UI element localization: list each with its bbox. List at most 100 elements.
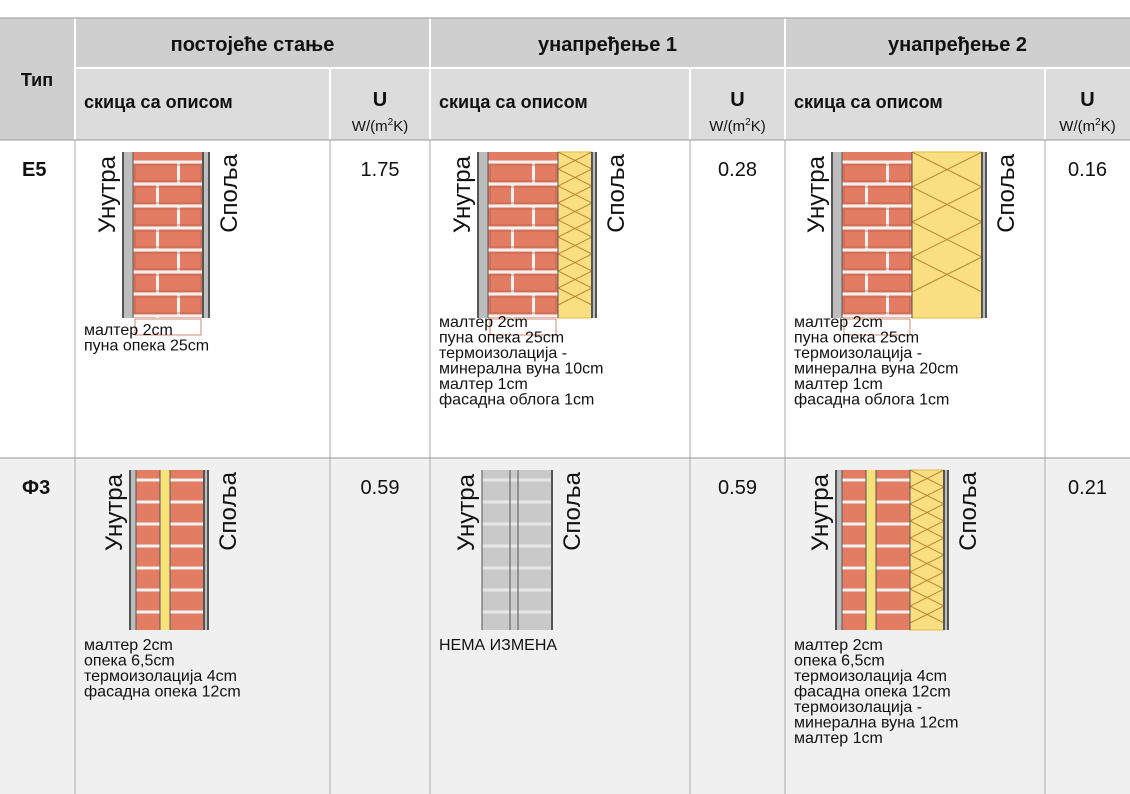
description-line: малтер 1cm — [794, 730, 883, 747]
inside-label: Унутра — [449, 155, 476, 233]
u-value: 0.28 — [718, 159, 757, 181]
outside-label: Споља — [955, 471, 982, 550]
u-unit: W/(m2K) — [1059, 117, 1115, 135]
layer-plaster — [130, 470, 136, 630]
description-line: термоизолација - — [439, 345, 567, 362]
description-line: пуна опека 25cm — [84, 338, 209, 355]
u-unit: W/(m2K) — [709, 117, 765, 135]
u-unit-part: W/(m — [1059, 118, 1095, 135]
type-header: Тип — [21, 70, 53, 90]
layer-plaster — [478, 152, 488, 318]
brick-outline — [489, 296, 557, 314]
description-line: малтер 2cm — [794, 637, 883, 654]
inside-label: Унутра — [803, 155, 830, 233]
description-line: малтер 1cm — [794, 376, 883, 393]
layer-brick — [876, 470, 910, 630]
description-line: термоизолација - — [794, 699, 922, 716]
brick-outline — [134, 230, 202, 248]
brick-outline — [489, 274, 557, 292]
brick-outline — [843, 318, 911, 336]
brick-outline — [489, 208, 557, 226]
brick-outline — [489, 318, 557, 336]
brick-outline — [489, 164, 557, 182]
layer-plaster — [836, 470, 842, 630]
description-line: термоизолација 4cm — [84, 668, 237, 685]
outside-label: Споља — [559, 471, 586, 550]
brick-outline — [843, 296, 911, 314]
u-unit-part: K) — [1101, 118, 1116, 135]
layer-brick — [170, 470, 204, 630]
inside-label: Унутра — [101, 473, 128, 551]
description-line: термоизолација - — [794, 345, 922, 362]
layer-wool — [911, 151, 983, 319]
type-header-bg — [0, 18, 75, 140]
brick-outline — [489, 252, 557, 270]
u-value: 0.16 — [1068, 159, 1107, 181]
layer-thin — [160, 470, 170, 630]
layer-grey — [482, 470, 510, 630]
description-line: фасадна облога 1cm — [794, 392, 949, 409]
description-line: опека 6,5cm — [794, 653, 885, 670]
wool-zigzag — [908, 469, 946, 624]
u-value: 0.59 — [718, 477, 757, 499]
layer-brick — [133, 152, 203, 318]
brick-outline — [134, 164, 202, 182]
layer-brick — [488, 152, 558, 318]
description-line: фасадна опека 12cm — [794, 684, 951, 701]
brick-outline — [843, 208, 911, 226]
brick-outline — [843, 164, 911, 182]
u-unit-part: K) — [751, 118, 766, 135]
description-line: минерална вуна 12cm — [794, 715, 958, 732]
layer-brick — [842, 470, 866, 630]
description-line: фасадна облога 1cm — [439, 392, 594, 409]
u-value: 0.59 — [361, 477, 400, 499]
sketch-header: скица са описом — [794, 92, 943, 112]
brick-outline — [134, 318, 202, 336]
u-unit-part: K) — [393, 118, 408, 135]
layer-plaster — [832, 152, 842, 318]
layer-grey — [510, 470, 518, 630]
wall-sketch: Унутра Споља — [453, 470, 586, 630]
outside-label: Споља — [603, 153, 630, 232]
description-line: малтер 2cm — [439, 314, 528, 331]
u-header: U — [1080, 89, 1094, 111]
layer-plaster — [204, 470, 208, 630]
layer-plaster — [203, 152, 209, 318]
inside-label: Унутра — [807, 473, 834, 551]
u-unit-part: W/(m — [709, 118, 745, 135]
brick-outline — [489, 186, 557, 204]
u-value: 1.75 — [361, 159, 400, 181]
description-line: пуна опека 25cm — [439, 330, 564, 347]
header-bg — [0, 18, 1130, 68]
description-line: малтер 2cm — [794, 314, 883, 331]
u-unit-part: W/(m — [352, 118, 388, 135]
wall-sketch: Унутра Споља — [101, 470, 242, 630]
layer-plaster — [123, 152, 133, 318]
layer-thin — [866, 470, 876, 630]
description-line: фасадна опека 12cm — [84, 684, 241, 701]
description-line: минерална вуна 10cm — [439, 361, 603, 378]
layer-plaster — [592, 152, 596, 318]
inside-label: Унутра — [453, 473, 480, 551]
u-value: 0.21 — [1068, 477, 1107, 499]
description-line: малтер 1cm — [439, 376, 528, 393]
layer-brick — [842, 152, 912, 318]
wall-sketch: Унутра Споља — [449, 151, 630, 336]
brick-outline — [134, 274, 202, 292]
u-header: U — [730, 89, 744, 111]
inside-label: Унутра — [94, 155, 121, 233]
description-line: малтер 2cm — [84, 637, 173, 654]
group-title: унапређење 2 — [888, 34, 1027, 56]
brick-outline — [134, 186, 202, 204]
layer-plaster — [982, 152, 986, 318]
brick-outline — [134, 296, 202, 314]
description-line: НЕМА ИЗМЕНА — [439, 637, 557, 654]
layer-plaster — [944, 470, 948, 630]
u-unit-part: 2 — [745, 117, 751, 128]
row-type: Ф3 — [22, 477, 50, 499]
wall-sketch: Унутра Споља — [94, 152, 243, 336]
description-line: малтер 2cm — [84, 322, 173, 339]
layer-grey — [518, 470, 552, 630]
brick-outline — [134, 208, 202, 226]
